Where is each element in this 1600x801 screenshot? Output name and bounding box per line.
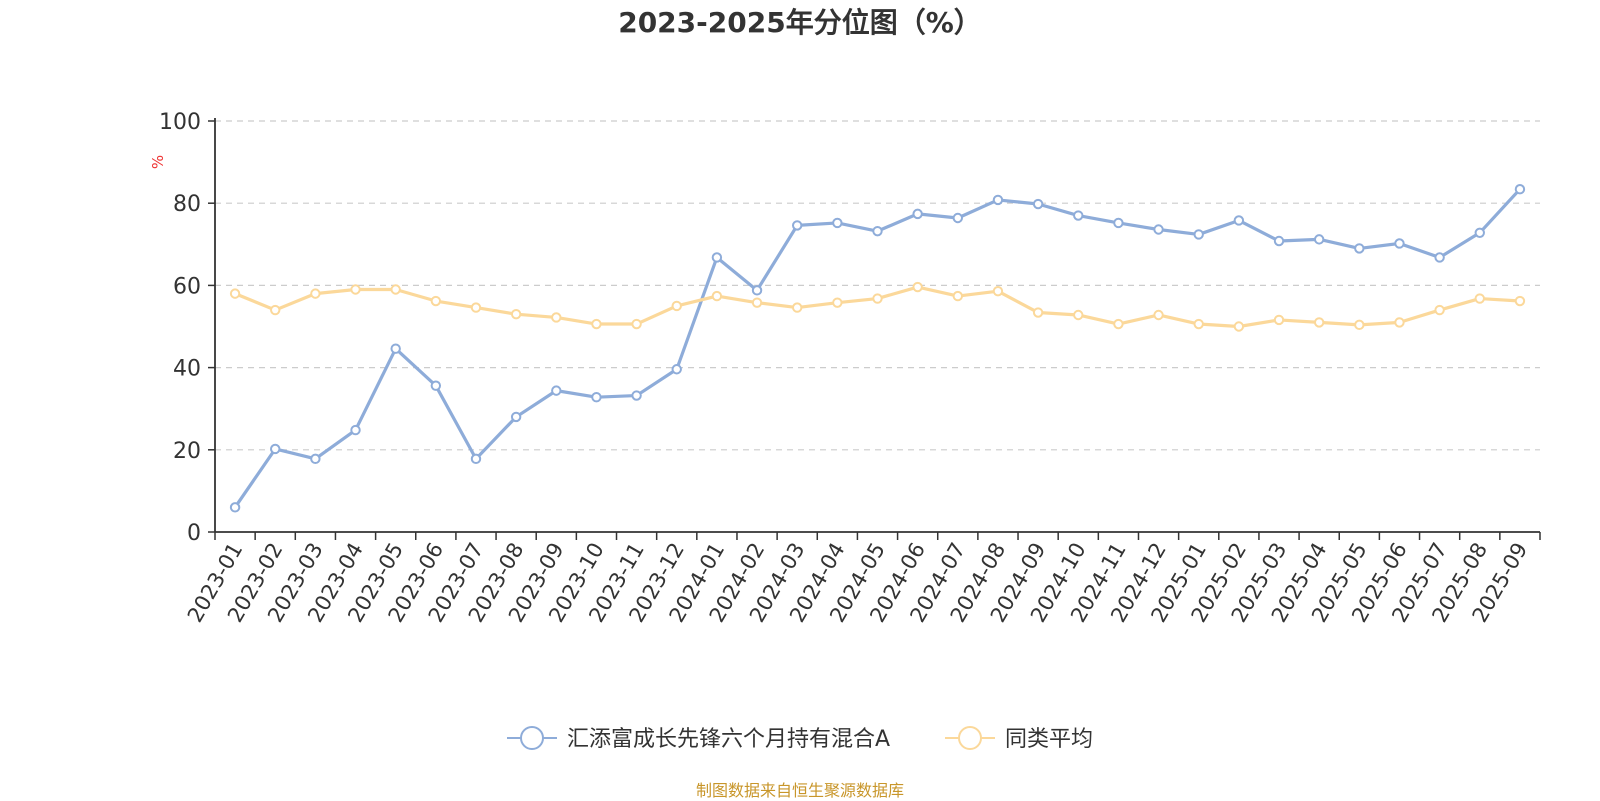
data-point — [470, 302, 482, 313]
data-point — [1073, 309, 1084, 321]
data-point — [711, 252, 723, 263]
data-point — [832, 217, 843, 229]
data-point — [952, 212, 964, 224]
data-point — [912, 208, 923, 220]
data-point — [510, 308, 522, 320]
series-line — [234, 285, 1521, 329]
data-point — [1073, 210, 1084, 221]
data-point — [872, 293, 883, 304]
data-point — [270, 304, 281, 316]
data-point — [671, 364, 682, 375]
chart-title: 2023-2025年分位图（%） — [618, 6, 982, 39]
data-point — [872, 225, 883, 237]
grid-lines — [215, 120, 1540, 451]
data-point — [1193, 318, 1204, 330]
data-point — [791, 220, 803, 231]
data-point — [1273, 235, 1285, 247]
data-point — [1113, 318, 1124, 330]
series-fund — [229, 184, 1526, 513]
data-point — [1273, 314, 1285, 326]
data-point — [390, 284, 401, 295]
data-point — [1434, 252, 1445, 263]
legend-item-fund[interactable]: 汇添富成长先锋六个月持有混合A — [507, 726, 890, 752]
data-point — [1514, 295, 1526, 307]
series-lines — [229, 184, 1526, 513]
data-point — [992, 285, 1004, 297]
data-point — [510, 411, 522, 423]
data-point — [1434, 304, 1445, 316]
data-point — [1153, 309, 1164, 321]
data-point — [310, 453, 321, 465]
data-point — [1514, 184, 1526, 195]
legend[interactable]: 汇添富成长先锋六个月持有混合A 同类平均 — [507, 726, 1093, 752]
data-point — [1354, 243, 1365, 254]
data-point — [430, 380, 442, 391]
data-point — [671, 300, 682, 312]
y-tick-label: 60 — [173, 274, 201, 299]
data-point — [1233, 321, 1245, 332]
y-tick-label: 40 — [173, 357, 201, 382]
data-point — [912, 281, 923, 293]
data-point — [229, 502, 241, 513]
legend-item-average[interactable]: 同类平均 — [945, 726, 1093, 752]
data-point — [1193, 229, 1204, 240]
legend-label: 同类平均 — [1005, 727, 1093, 752]
data-point — [310, 288, 321, 299]
data-point — [952, 290, 964, 302]
y-tick-label: 100 — [159, 110, 201, 135]
data-point — [832, 297, 843, 308]
data-point — [1233, 215, 1245, 226]
data-point — [751, 285, 763, 296]
data-point — [751, 297, 763, 308]
axes: 020406080100%2023-012023-022023-032023-0… — [149, 110, 1541, 626]
data-point — [350, 284, 361, 295]
series-line — [233, 188, 1522, 509]
legend-marker-icon — [520, 726, 544, 750]
y-tick-label: 80 — [173, 192, 201, 217]
legend-label: 汇添富成长先锋六个月持有混合A — [567, 727, 890, 752]
data-point — [631, 318, 642, 330]
data-point — [551, 312, 562, 323]
data-point — [1474, 293, 1485, 304]
data-point — [591, 391, 602, 403]
source-note: 制图数据来自恒生聚源数据库 — [695, 781, 904, 800]
data-point — [1394, 238, 1405, 249]
data-point — [270, 443, 281, 455]
y-axis-label: % — [149, 155, 167, 169]
data-point — [229, 288, 241, 299]
data-point — [551, 385, 562, 396]
data-point — [791, 302, 803, 313]
data-point — [1313, 317, 1325, 328]
data-point — [1153, 224, 1164, 235]
y-tick-label: 0 — [187, 521, 201, 546]
data-point — [1313, 234, 1325, 245]
data-point — [631, 390, 642, 401]
data-point — [992, 194, 1004, 206]
data-point — [1032, 198, 1044, 210]
data-point — [1032, 307, 1044, 318]
data-point — [711, 290, 723, 302]
data-point — [390, 343, 401, 354]
data-point — [350, 424, 361, 436]
data-point — [1113, 217, 1124, 229]
data-point — [1394, 317, 1405, 328]
data-point — [430, 295, 442, 307]
data-point — [470, 453, 482, 465]
data-point — [1354, 319, 1365, 331]
data-point — [1474, 227, 1485, 238]
data-point — [591, 318, 602, 330]
legend-marker-icon — [958, 726, 982, 750]
series-average — [229, 281, 1526, 332]
y-tick-label: 20 — [173, 439, 201, 464]
